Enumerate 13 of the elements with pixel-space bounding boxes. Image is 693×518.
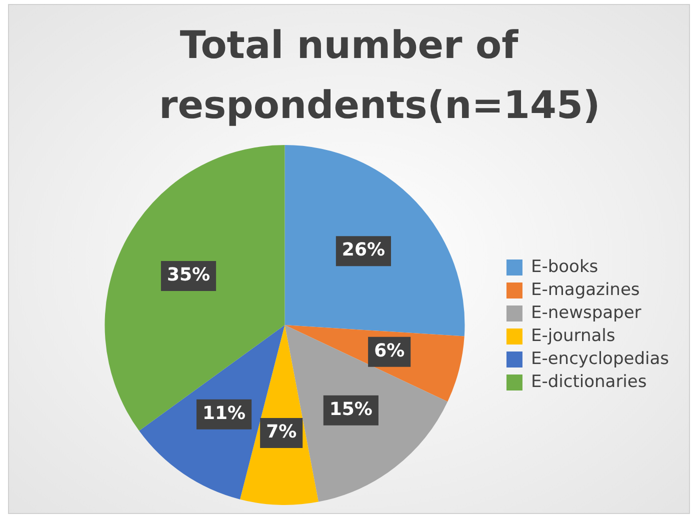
data-label: 11% (202, 402, 246, 424)
data-label: 15% (329, 399, 372, 420)
data-label: 6% (374, 340, 405, 362)
legend-label: E-newspaper (530, 302, 642, 323)
legend-label: E-dictionaries (530, 372, 647, 392)
data-label: 35% (166, 264, 210, 286)
legend-label: E-encyclopedias (530, 348, 670, 369)
data-label: 26% (342, 240, 386, 261)
data-label: 7% (266, 422, 297, 443)
legend-label: E-magazines (530, 280, 640, 300)
chart-title: Total number of respondents(n=145) (159, 22, 600, 129)
legend-label: E-books (530, 256, 598, 277)
legend-label: E-journals (530, 326, 616, 346)
